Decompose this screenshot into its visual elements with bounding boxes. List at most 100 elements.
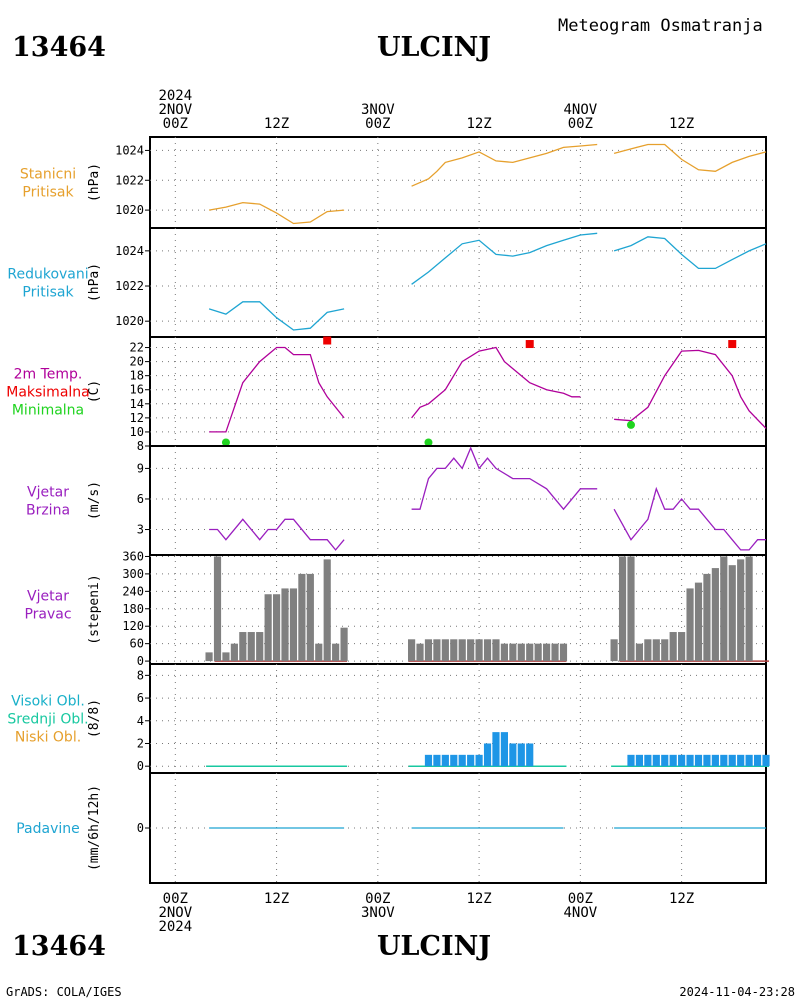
wind-direction-bar <box>467 639 475 662</box>
wind-direction-unit-label: (stepeni) <box>87 574 102 644</box>
wind-speed-unit-label: (m/s) <box>87 481 102 520</box>
wind-direction-bar <box>264 594 272 662</box>
reduced-pressure-label: Pritisak <box>22 285 74 301</box>
wind-direction-bar <box>737 559 745 662</box>
cloud-cover-panel: 0 2 4 6 8 (8/8)Visoki Obl. Srednji Obl. Niski O… <box>7 663 770 774</box>
cloud-cover-bar <box>627 754 635 767</box>
reduced-pressure-series-line <box>613 236 767 270</box>
wind-direction-bar <box>694 582 703 662</box>
y-tick-label: 0 <box>137 759 144 773</box>
temperature-series-line <box>209 346 345 433</box>
grads-credit: GrADS: COLA/IGES <box>6 985 122 999</box>
wind-direction-bar <box>720 556 728 662</box>
cloud-cover-bar <box>483 743 492 767</box>
reduced-pressure-unit-label: (hPa) <box>87 263 102 302</box>
cloud-cover-bar <box>762 754 770 767</box>
wind-direction-bar <box>315 643 323 662</box>
reduced-pressure-frame <box>149 227 767 338</box>
temperature-label: Minimalna <box>12 403 84 419</box>
wind-direction-bar <box>306 573 314 662</box>
station-id: 13464 <box>12 32 106 63</box>
cloud-cover-bar <box>441 754 449 767</box>
cloud-cover-bar <box>694 754 703 767</box>
cloud-cover-bar <box>475 754 483 767</box>
wind-direction-bar <box>483 639 492 662</box>
time-label: 00Z <box>163 891 188 907</box>
precipitation-unit-label: (mm/6h/12h) <box>87 785 102 871</box>
cloud-cover-bar <box>450 754 458 767</box>
wind-direction-bar <box>475 639 483 662</box>
y-tick-label: 4 <box>137 714 144 728</box>
wind-direction-bar <box>661 639 669 662</box>
wind-direction-bar <box>618 556 627 662</box>
wind-direction-bar <box>222 652 230 662</box>
wind-direction-bar <box>332 643 340 662</box>
cloud-cover-bar <box>686 754 694 767</box>
cloud-cover-bar <box>526 743 534 767</box>
wind-speed-series-line <box>411 446 598 511</box>
footer-station-name: ULCINJ <box>377 931 491 962</box>
wind-direction-bar <box>239 632 247 662</box>
y-tick-label: 3 <box>137 523 144 537</box>
y-tick-label: 9 <box>137 461 144 475</box>
wind-direction-bar <box>711 568 719 662</box>
station-name: ULCINJ <box>377 32 491 63</box>
wind-direction-bar <box>627 556 635 662</box>
wind-direction-bar <box>559 643 568 662</box>
temperature-label: 2m Temp. <box>14 367 83 383</box>
y-tick-label: 6 <box>137 492 144 506</box>
footer-station-id: 13464 <box>12 931 106 962</box>
time-label: 4NOV <box>563 102 597 118</box>
time-label: 00Z <box>568 116 593 132</box>
wind-direction-bar <box>450 639 458 662</box>
wind-direction-bar <box>635 643 644 662</box>
y-tick-label: 18 <box>130 369 144 383</box>
reduced-pressure-series-line <box>208 301 345 331</box>
wind-direction-bar <box>526 643 534 662</box>
time-label: 12Z <box>669 891 694 907</box>
tmin-marker <box>424 438 433 447</box>
tmin-marker <box>221 438 230 447</box>
station-pressure-series-line <box>208 201 345 225</box>
reduced-pressure-series-line <box>411 232 598 285</box>
y-tick-label: 10 <box>130 425 144 439</box>
temperature-series-line <box>614 349 767 429</box>
time-label: 00Z <box>365 116 390 132</box>
wind-direction-bar <box>669 632 677 662</box>
wind-direction-bar <box>551 643 559 662</box>
wind-direction-bar <box>610 639 618 662</box>
wind-direction-label: Pravac <box>24 607 71 623</box>
timestamp: 2024-11-04-23:28 <box>679 985 795 999</box>
time-label: 12Z <box>264 116 289 132</box>
time-label: 4NOV <box>563 905 597 921</box>
station-pressure-unit-label: (hPa) <box>87 163 102 202</box>
station-pressure-label: Stanicni <box>20 167 76 183</box>
tmax-marker <box>728 340 737 349</box>
y-tick-label: 120 <box>122 619 144 633</box>
wind-direction-bar <box>416 643 424 662</box>
y-tick-label: 0 <box>137 821 144 835</box>
cloud-cover-label: Srednji Obl. <box>7 712 88 728</box>
cloud-cover-bar <box>433 754 441 767</box>
time-label: 2NOV <box>158 102 192 118</box>
station-pressure-frame <box>149 136 767 229</box>
cloud-cover-bar <box>517 743 525 767</box>
wind-direction-bar <box>652 639 660 662</box>
wind-direction-bar <box>205 652 213 662</box>
wind-direction-bar <box>340 627 348 662</box>
cloud-cover-bar <box>720 754 728 767</box>
cloud-cover-bar <box>458 754 466 767</box>
temperature-unit-label: (C) <box>87 380 102 403</box>
wind-speed-panel: 3 6 9 (m/s) Vjetar Brzina <box>26 445 767 556</box>
product-title: Meteogram Osmatranja <box>558 16 763 36</box>
y-tick-label: 1024 <box>115 143 144 157</box>
wind-direction-bar <box>230 643 238 662</box>
y-tick-label: 1020 <box>115 314 144 328</box>
wind-direction-bar <box>298 573 306 662</box>
y-tick-label: 12 <box>130 411 144 425</box>
station-pressure-panel: 1020 1022 1024 (hPa) Stanicni Pritisak <box>20 136 767 229</box>
y-tick-label: 1020 <box>115 203 144 217</box>
cloud-cover-label: Visoki Obl. <box>11 694 85 710</box>
y-tick-label: 1022 <box>115 173 144 187</box>
wind-speed-label: Brzina <box>26 503 70 519</box>
